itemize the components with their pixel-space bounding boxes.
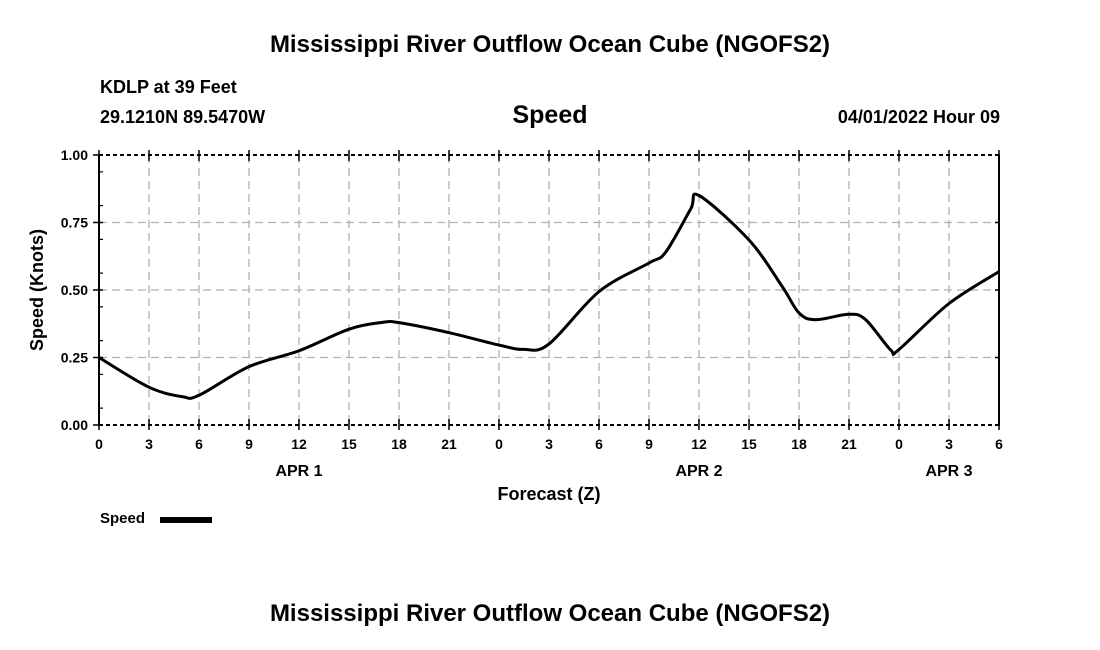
x-tick-label: 15 xyxy=(341,436,357,452)
variable-title: Speed xyxy=(512,101,588,129)
x-tick-label: 21 xyxy=(841,436,857,452)
chart-title: Mississippi River Outflow Ocean Cube (NG… xyxy=(269,31,831,58)
date-label: APR 3 xyxy=(925,463,972,480)
x-tick-label: 0 xyxy=(495,436,503,452)
x-tick-label: 3 xyxy=(545,436,553,452)
speed-series-line xyxy=(98,192,1000,400)
y-tick-label: 0.50 xyxy=(61,282,88,298)
x-tick-label: 12 xyxy=(691,436,707,452)
date-label: APR 1 xyxy=(275,463,322,480)
y-tick-label: 0.00 xyxy=(61,417,88,433)
x-tick-label: 21 xyxy=(441,436,457,452)
x-tick-label: 18 xyxy=(791,436,807,452)
x-tick-label: 3 xyxy=(145,436,153,452)
x-tick-label: 6 xyxy=(995,436,1003,452)
station-label: KDLP at 39 Feet xyxy=(100,77,237,97)
legend-line-swatch xyxy=(160,517,212,523)
x-tick-label: 6 xyxy=(195,436,203,452)
x-tick-label: 18 xyxy=(391,436,407,452)
x-tick-label: 9 xyxy=(245,436,253,452)
x-tick-label: 12 xyxy=(291,436,307,452)
x-tick-label: 0 xyxy=(95,436,103,452)
x-tick-label: 6 xyxy=(595,436,603,452)
x-tick-label: 15 xyxy=(741,436,757,452)
y-tick-label: 0.25 xyxy=(61,350,88,366)
date-label: APR 2 xyxy=(675,463,722,480)
legend-label: Speed xyxy=(100,510,146,527)
x-tick-label: 9 xyxy=(645,436,653,452)
x-axis-label: Forecast (Z) xyxy=(497,484,600,504)
x-tick-label: 3 xyxy=(945,436,953,452)
x-tick-label: 0 xyxy=(895,436,903,452)
y-tick-label: 1.00 xyxy=(61,147,88,163)
y-tick-label: 0.75 xyxy=(61,215,88,231)
forecast-datetime: 04/01/2022 Hour 09 xyxy=(837,107,1000,127)
footer-title: Mississippi River Outflow Ocean Cube (NG… xyxy=(269,600,831,627)
coordinates-label: 29.1210N 89.5470W xyxy=(100,107,266,127)
y-axis-label: Speed (Knots) xyxy=(27,229,47,351)
